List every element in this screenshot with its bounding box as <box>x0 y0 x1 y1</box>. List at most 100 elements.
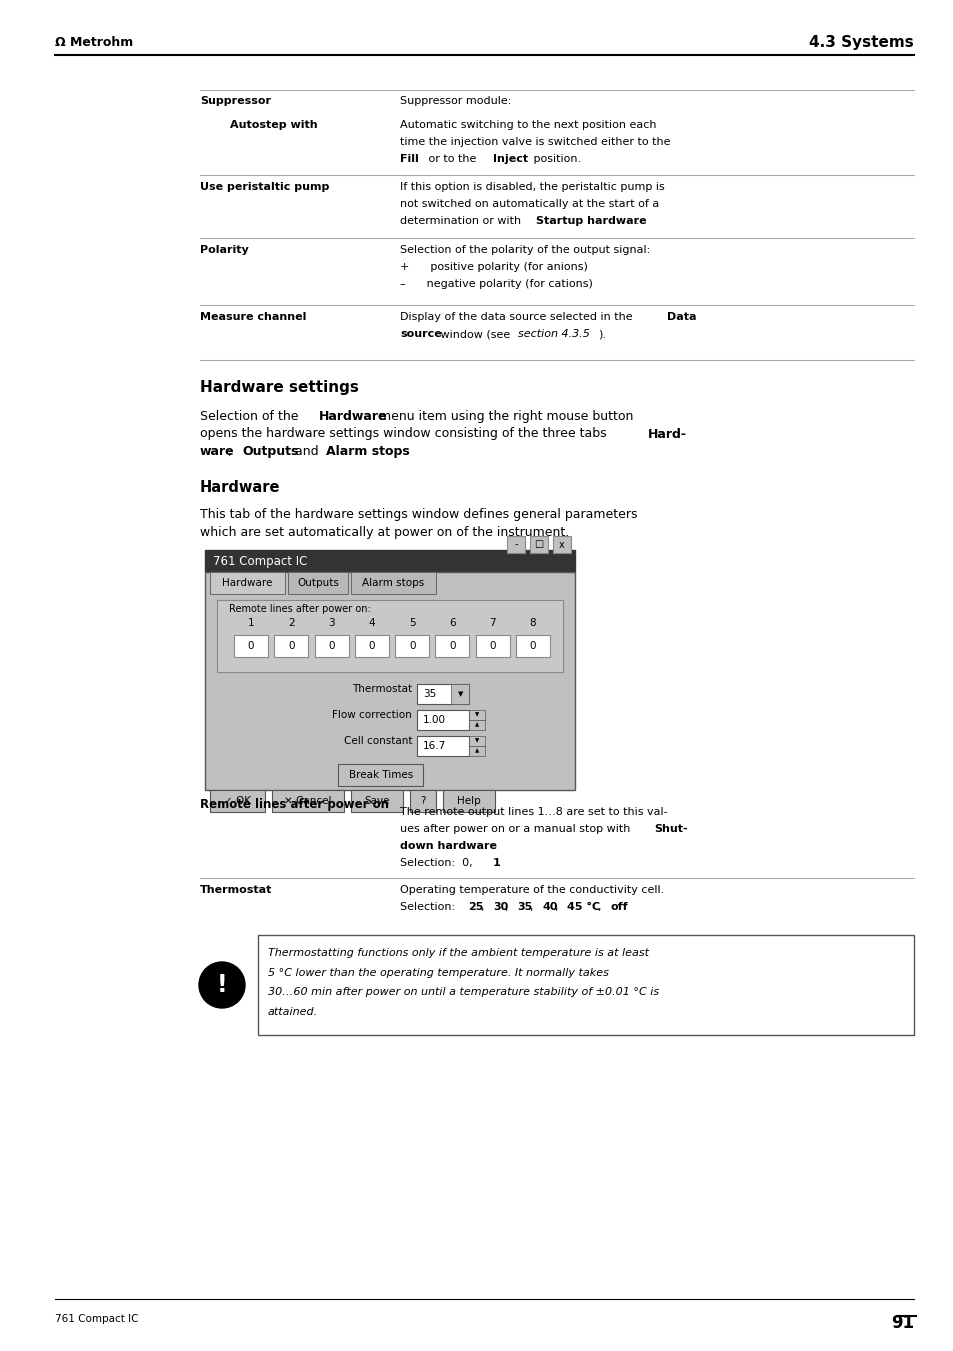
FancyBboxPatch shape <box>210 571 285 594</box>
Text: 3: 3 <box>328 617 335 628</box>
Text: Use peristaltic pump: Use peristaltic pump <box>200 182 329 192</box>
Text: Hardware: Hardware <box>200 480 280 494</box>
Text: Suppressor: Suppressor <box>200 96 271 105</box>
Text: or to the: or to the <box>424 154 479 163</box>
FancyBboxPatch shape <box>435 635 469 657</box>
Text: 8: 8 <box>529 617 536 628</box>
Text: ,: , <box>480 902 487 912</box>
Text: Hardware: Hardware <box>222 578 273 588</box>
Text: .: . <box>635 216 639 226</box>
Text: Ω Metrohm: Ω Metrohm <box>55 35 133 49</box>
Text: 16.7: 16.7 <box>423 740 446 751</box>
Text: 0: 0 <box>288 640 294 651</box>
Text: ,: , <box>228 444 235 458</box>
Text: 761 Compact IC: 761 Compact IC <box>213 554 307 567</box>
Text: Measure channel: Measure channel <box>200 312 306 322</box>
Text: ware: ware <box>200 444 234 458</box>
Text: source: source <box>399 330 441 339</box>
FancyBboxPatch shape <box>272 790 344 812</box>
Text: off: off <box>610 902 628 912</box>
FancyBboxPatch shape <box>210 790 265 812</box>
Text: Cell constant: Cell constant <box>343 736 412 746</box>
FancyBboxPatch shape <box>351 790 402 812</box>
Text: 7: 7 <box>489 617 496 628</box>
Text: □: □ <box>534 539 543 550</box>
Text: ✕ Cancel: ✕ Cancel <box>284 796 332 807</box>
FancyBboxPatch shape <box>410 790 436 812</box>
Text: 0: 0 <box>489 640 496 651</box>
Text: Thermostatting functions only if the ambient temperature is at least: Thermostatting functions only if the amb… <box>268 948 648 958</box>
Text: which are set automatically at power on of the instrument.: which are set automatically at power on … <box>200 526 569 539</box>
FancyBboxPatch shape <box>355 635 389 657</box>
Text: 0: 0 <box>449 640 456 651</box>
Text: Remote lines after power on: Remote lines after power on <box>200 798 389 811</box>
Text: 5: 5 <box>409 617 415 628</box>
Text: Thermostat: Thermostat <box>352 684 412 694</box>
Text: Remote lines after power on:: Remote lines after power on: <box>229 604 371 613</box>
FancyBboxPatch shape <box>205 550 575 571</box>
FancyBboxPatch shape <box>553 536 571 553</box>
Text: 6: 6 <box>449 617 456 628</box>
FancyBboxPatch shape <box>506 536 524 553</box>
Text: Operating temperature of the conductivity cell.: Operating temperature of the conductivit… <box>399 885 663 894</box>
Text: 1.00: 1.00 <box>423 715 446 725</box>
Text: Break Times: Break Times <box>348 770 413 780</box>
Text: !: ! <box>216 973 227 997</box>
Text: position.: position. <box>530 154 580 163</box>
Text: Help: Help <box>456 796 480 807</box>
Text: ✓ OK: ✓ OK <box>224 796 251 807</box>
Text: .: . <box>480 842 484 851</box>
Text: +      positive polarity (for anions): + positive polarity (for anions) <box>399 262 587 272</box>
FancyBboxPatch shape <box>475 635 509 657</box>
Text: 2: 2 <box>288 617 294 628</box>
Text: 4.3 Systems: 4.3 Systems <box>808 35 913 50</box>
Text: The remote output lines 1…8 are set to this val-: The remote output lines 1…8 are set to t… <box>399 807 667 817</box>
Text: Selection of the: Selection of the <box>200 409 302 423</box>
Text: Thermostat: Thermostat <box>200 885 273 894</box>
Text: attained.: attained. <box>268 1006 317 1016</box>
Text: 0: 0 <box>409 640 415 651</box>
FancyBboxPatch shape <box>442 790 495 812</box>
FancyBboxPatch shape <box>451 684 469 704</box>
FancyBboxPatch shape <box>416 736 469 757</box>
Text: window (see: window (see <box>436 330 514 339</box>
Text: and: and <box>291 444 322 458</box>
Text: ▲: ▲ <box>475 723 478 727</box>
Text: Outputs: Outputs <box>296 578 338 588</box>
FancyBboxPatch shape <box>338 765 423 786</box>
Text: Hardware: Hardware <box>318 409 387 423</box>
Text: 35: 35 <box>517 902 533 912</box>
Text: 5 °C lower than the operating temperature. It normally takes: 5 °C lower than the operating temperatur… <box>268 967 608 978</box>
Text: This tab of the hardware settings window defines general parameters: This tab of the hardware settings window… <box>200 508 637 521</box>
Text: not switched on automatically at the start of a: not switched on automatically at the sta… <box>399 199 659 209</box>
Text: ▲: ▲ <box>475 748 478 754</box>
Text: Shut-: Shut- <box>654 824 687 834</box>
Text: ,: , <box>555 902 561 912</box>
Text: x: x <box>558 539 564 550</box>
Text: Selection:: Selection: <box>399 902 458 912</box>
FancyBboxPatch shape <box>516 635 550 657</box>
Text: down hardware: down hardware <box>399 842 497 851</box>
Text: ▼: ▼ <box>475 739 478 743</box>
Text: ▼: ▼ <box>475 712 478 717</box>
Text: 40: 40 <box>542 902 558 912</box>
Text: Selection:  0,: Selection: 0, <box>399 858 476 867</box>
Text: Outputs: Outputs <box>242 444 298 458</box>
Text: If this option is disabled, the peristaltic pump is: If this option is disabled, the peristal… <box>399 182 664 192</box>
Text: 0: 0 <box>248 640 254 651</box>
Text: opens the hardware settings window consisting of the three tabs: opens the hardware settings window consi… <box>200 427 610 440</box>
Text: Suppressor module:: Suppressor module: <box>399 96 511 105</box>
Text: 761 Compact IC: 761 Compact IC <box>55 1315 138 1324</box>
Text: Startup hardware: Startup hardware <box>536 216 646 226</box>
Text: Display of the data source selected in the: Display of the data source selected in t… <box>399 312 636 322</box>
Text: ▼: ▼ <box>457 690 462 697</box>
Text: Alarm stops: Alarm stops <box>362 578 424 588</box>
Text: Inject: Inject <box>493 154 528 163</box>
Text: 30…60 min after power on until a temperature stability of ±0.01 °C is: 30…60 min after power on until a tempera… <box>268 988 659 997</box>
FancyBboxPatch shape <box>233 635 268 657</box>
Text: section 4.3.5: section 4.3.5 <box>517 330 589 339</box>
Text: 30: 30 <box>493 902 508 912</box>
Text: Flow correction: Flow correction <box>332 711 412 720</box>
Text: Polarity: Polarity <box>200 245 249 255</box>
Text: -: - <box>514 539 517 550</box>
